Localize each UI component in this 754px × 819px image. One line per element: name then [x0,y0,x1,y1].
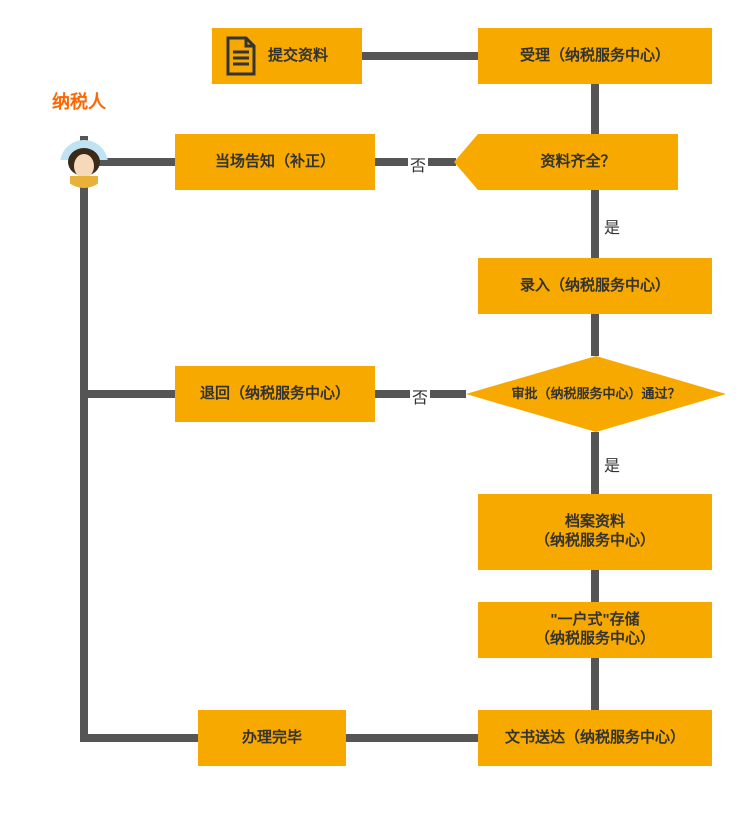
node-n_notify: 当场告知（补正） [175,134,375,190]
node-label: 当场告知（补正） [207,153,343,172]
taxpayer-avatar [60,140,108,188]
node-n_entry: 录入（纳税服务中心） [478,258,712,314]
edge-label: 否 [408,152,428,176]
node-n_approve_q: 审批（纳税服务中心）通过？ [466,356,726,432]
node-n_archive: "一户式"存储 （纳税服务中心） [478,602,712,658]
node-label: 退回（纳税服务中心） [192,385,358,404]
flowchart-canvas: 否是否是提交资料受理（纳税服务中心）资料齐全？当场告知（补正）录入（纳税服务中心… [0,0,754,819]
node-label: "一户式"存储 （纳税服务中心） [527,611,663,649]
edge-label: 否 [410,384,430,408]
node-label: 文书送达（纳税服务中心） [497,729,693,748]
node-label: 资料齐全？ [540,153,615,172]
node-n_start: 提交资料 [212,28,362,84]
node-label: 审批（纳税服务中心）通过？ [485,386,706,402]
node-n_end: 办理完毕 [198,710,346,766]
node-n_cert: 档案资料 （纳税服务中心） [478,494,712,570]
node-label: 档案资料 （纳税服务中心） [527,513,663,551]
node-n_deliver: 文书送达（纳税服务中心） [478,710,712,766]
node-n_accept: 受理（纳税服务中心） [478,28,712,84]
taxpayer-label: 纳税人 [52,88,106,114]
node-label: 受理（纳税服务中心） [512,47,678,66]
edge-label: 是 [602,214,622,238]
node-n_complete_q: 资料齐全？ [478,134,678,190]
node-label: 办理完毕 [234,729,310,748]
edge-label: 是 [602,452,622,476]
node-n_return: 退回（纳税服务中心） [175,366,375,422]
document-icon [222,36,258,76]
node-label: 录入（纳税服务中心） [512,277,678,296]
node-label: 提交资料 [268,47,328,66]
